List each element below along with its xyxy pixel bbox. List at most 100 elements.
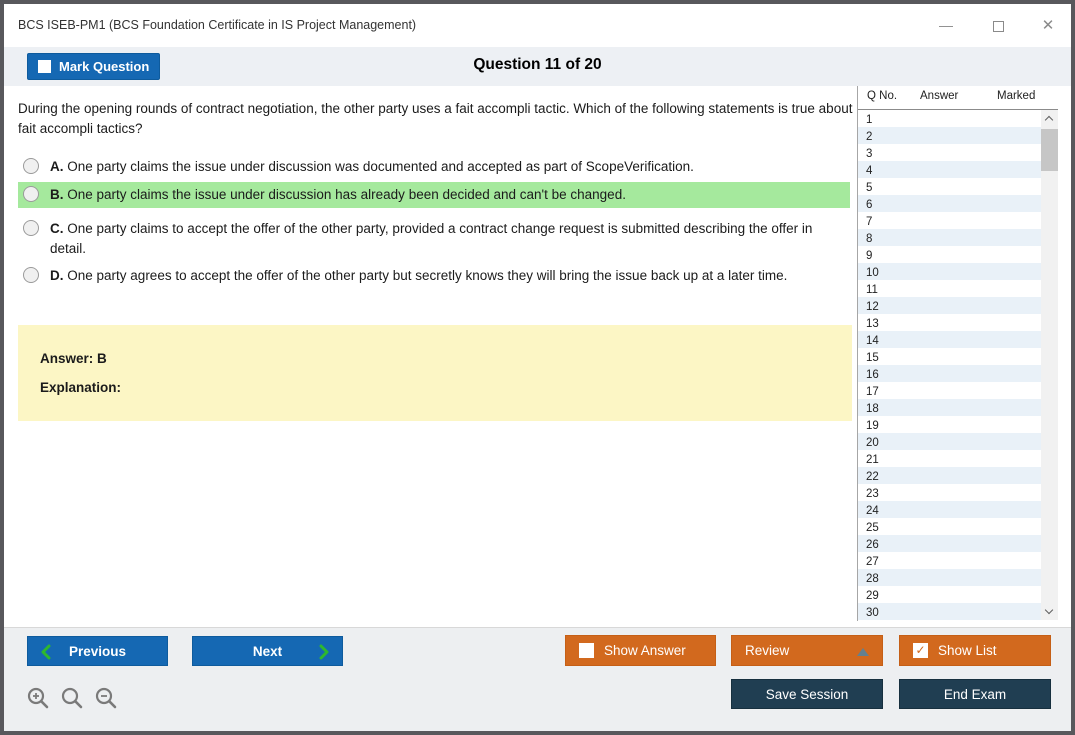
bottom-bar: Previous Next Show Answer Review ✓ Show … [4, 627, 1071, 731]
question-list-row[interactable]: 5 [858, 178, 1041, 195]
column-header-answer: Answer [920, 90, 959, 102]
show-list-label: Show List [938, 643, 997, 658]
window-title: BCS ISEB-PM1 (BCS Foundation Certificate… [18, 18, 417, 32]
radio-option-c[interactable] [23, 220, 39, 236]
question-number: 7 [866, 216, 873, 228]
question-list-row[interactable]: 9 [858, 246, 1041, 263]
question-list-row[interactable]: 30 [858, 603, 1041, 620]
show-answer-button[interactable]: Show Answer [565, 635, 716, 666]
question-list-panel: Q No. Answer Marked 1 2 3 4 5 6 7 8 9 10 11 12 13 14 1… [857, 86, 1058, 621]
left-chevron-icon [41, 644, 51, 660]
question-number: 1 [866, 114, 873, 126]
scroll-up-icon[interactable] [1041, 110, 1058, 127]
question-list-row[interactable]: 18 [858, 399, 1041, 416]
radio-option-d[interactable] [23, 267, 39, 283]
question-list-row[interactable]: 13 [858, 314, 1041, 331]
question-number: 28 [866, 573, 879, 585]
header-strip: Mark Question Question 11 of 20 [4, 47, 1071, 86]
mark-question-label: Mark Question [59, 59, 150, 74]
question-list-row[interactable]: 20 [858, 433, 1041, 450]
zoom-out-icon[interactable] [94, 686, 119, 711]
question-list-row[interactable]: 27 [858, 552, 1041, 569]
question-number: 27 [866, 556, 879, 568]
question-list-row[interactable]: 3 [858, 144, 1041, 161]
question-list-row[interactable]: 21 [858, 450, 1041, 467]
maximize-icon [992, 20, 1004, 32]
save-session-label: Save Session [765, 686, 849, 702]
question-number: 15 [866, 352, 879, 364]
maximize-button[interactable] [983, 4, 1013, 47]
next-button[interactable]: Next [192, 636, 343, 666]
question-number: 19 [866, 420, 879, 432]
show-answer-checkbox[interactable] [579, 643, 594, 658]
question-number: 10 [866, 267, 879, 279]
review-button[interactable]: Review [731, 635, 883, 666]
question-list-row[interactable]: 22 [858, 467, 1041, 484]
question-number: 17 [866, 386, 879, 398]
minimize-button[interactable]: — [939, 17, 953, 33]
option-row-a[interactable]: A. One party claims the issue under disc… [18, 154, 850, 180]
question-number: 29 [866, 590, 879, 602]
question-list-row[interactable]: 26 [858, 535, 1041, 552]
scroll-down-icon[interactable] [1041, 603, 1058, 620]
zoom-in-icon[interactable] [26, 686, 51, 711]
save-session-button[interactable]: Save Session [731, 679, 883, 709]
question-number: 20 [866, 437, 879, 449]
question-list-row[interactable]: 23 [858, 484, 1041, 501]
mark-question-checkbox[interactable] [38, 60, 51, 73]
question-list-row[interactable]: 15 [858, 348, 1041, 365]
question-list-row[interactable]: 28 [858, 569, 1041, 586]
question-number: 4 [866, 165, 873, 177]
question-list-row[interactable]: 8 [858, 229, 1041, 246]
question-list-row[interactable]: 19 [858, 416, 1041, 433]
question-number: 24 [866, 505, 879, 517]
end-exam-button[interactable]: End Exam [899, 679, 1051, 709]
option-b-body: One party claims the issue under discuss… [67, 187, 626, 202]
close-button[interactable]: ✕ [1041, 17, 1055, 34]
question-list-row[interactable]: 29 [858, 586, 1041, 603]
question-list-row[interactable]: 24 [858, 501, 1041, 518]
show-list-checkbox[interactable]: ✓ [913, 643, 928, 658]
zoom-reset-icon[interactable] [60, 686, 85, 711]
question-number: 13 [866, 318, 879, 330]
question-number: 6 [866, 199, 873, 211]
question-number: 30 [866, 607, 879, 619]
option-b-letter: B. [50, 187, 64, 202]
question-list-scrollbar[interactable] [1041, 110, 1058, 620]
question-text: During the opening rounds of contract ne… [18, 101, 853, 136]
question-list-row[interactable]: 10 [858, 263, 1041, 280]
mark-question-button[interactable]: Mark Question [27, 53, 160, 80]
option-row-c[interactable]: C. One party claims to accept the offer … [18, 216, 850, 261]
question-list-row[interactable]: 1 [858, 110, 1041, 127]
question-list-row[interactable]: 7 [858, 212, 1041, 229]
question-list-row[interactable]: 14 [858, 331, 1041, 348]
scrollbar-thumb[interactable] [1041, 129, 1058, 171]
question-list-row[interactable]: 2 [858, 127, 1041, 144]
question-list-row[interactable]: 4 [858, 161, 1041, 178]
question-list-row[interactable]: 25 [858, 518, 1041, 535]
option-a-text: A. One party claims the issue under disc… [50, 157, 840, 177]
question-number: 8 [866, 233, 873, 245]
question-number: 16 [866, 369, 879, 381]
question-list-row[interactable]: 12 [858, 297, 1041, 314]
question-list-row[interactable]: 11 [858, 280, 1041, 297]
option-row-d[interactable]: D. One party agrees to accept the offer … [18, 263, 850, 289]
question-list-row[interactable]: 6 [858, 195, 1041, 212]
question-number: 22 [866, 471, 879, 483]
question-list-row[interactable]: 16 [858, 365, 1041, 382]
show-list-button[interactable]: ✓ Show List [899, 635, 1051, 666]
question-number: 26 [866, 539, 879, 551]
next-label: Next [252, 643, 283, 659]
previous-button[interactable]: Previous [27, 636, 168, 666]
question-number: 3 [866, 148, 873, 160]
question-number: 18 [866, 403, 879, 415]
question-list-row[interactable]: 17 [858, 382, 1041, 399]
answer-label: Answer: B [40, 351, 107, 366]
radio-option-b[interactable] [23, 186, 39, 202]
option-row-b[interactable]: B. One party claims the issue under disc… [18, 182, 850, 208]
option-d-body: One party agrees to accept the offer of … [67, 268, 788, 283]
previous-label: Previous [68, 643, 127, 659]
radio-option-a[interactable] [23, 158, 39, 174]
zoom-controls [26, 686, 119, 711]
